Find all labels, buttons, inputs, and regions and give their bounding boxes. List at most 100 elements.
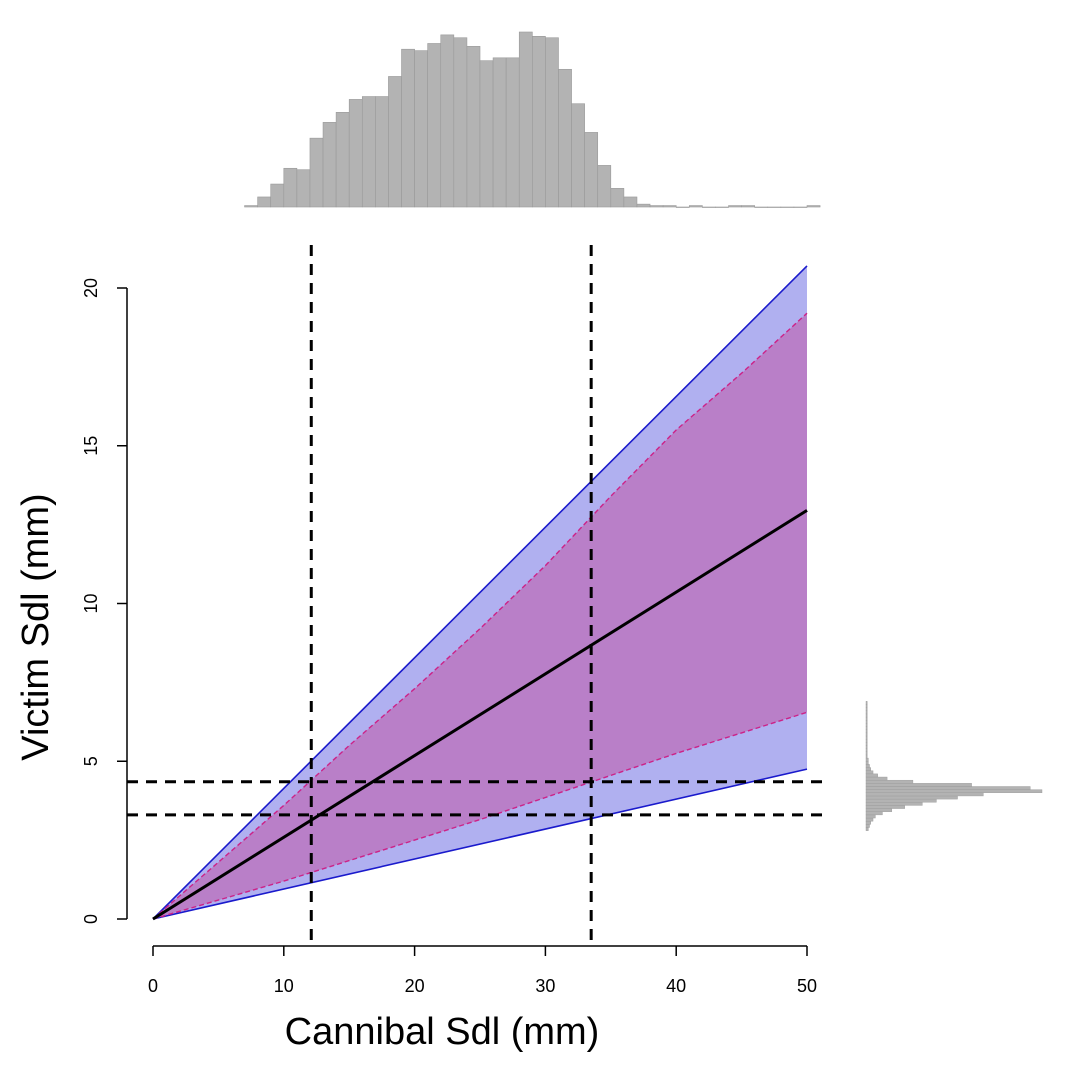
top-histogram-bar xyxy=(780,206,795,208)
right-histogram-bar xyxy=(865,745,868,749)
x-tick-label: 30 xyxy=(535,976,555,996)
y-tick-label: 5 xyxy=(81,756,101,766)
top-histogram xyxy=(244,31,821,208)
right-histogram-bar xyxy=(865,738,868,743)
x-tick-label: 10 xyxy=(274,976,294,996)
top-histogram-bar xyxy=(649,205,664,208)
right-histogram-bar xyxy=(865,805,905,809)
top-histogram-bar xyxy=(754,206,769,208)
top-histogram-bar xyxy=(518,31,533,208)
outer-band-lower-line xyxy=(152,768,808,920)
top-histogram-bar xyxy=(571,103,585,208)
right-histogram-bar xyxy=(865,792,984,797)
right-histogram-bar xyxy=(865,720,868,724)
right-histogram-bar xyxy=(865,751,868,756)
top-histogram-bar xyxy=(401,48,415,208)
right-histogram-bar xyxy=(865,726,868,730)
top-histogram-bar xyxy=(623,196,638,208)
right-histogram-bar xyxy=(865,808,893,812)
right-histogram-bar xyxy=(865,773,878,778)
right-histogram xyxy=(865,701,1043,831)
right-histogram-bar xyxy=(865,757,869,762)
x-axis-title: Cannibal Sdl (mm) xyxy=(285,1011,600,1053)
central-trend-line xyxy=(152,509,808,921)
right-histogram-bar xyxy=(865,761,869,765)
top-histogram-bar xyxy=(322,122,337,208)
top-histogram-bar xyxy=(715,206,729,208)
top-histogram-bar xyxy=(558,68,572,208)
right-histogram-bar xyxy=(865,824,870,828)
top-histogram-bar xyxy=(584,132,599,208)
right-histogram-bar xyxy=(865,814,876,819)
right-histogram-bar xyxy=(865,748,868,752)
y-tick-label: 20 xyxy=(81,278,101,298)
right-histogram-bar xyxy=(865,817,874,822)
top-histogram-bar xyxy=(453,37,468,208)
top-histogram-bar xyxy=(466,46,481,208)
top-histogram-bar xyxy=(806,205,821,208)
top-histogram-bar xyxy=(375,96,389,208)
top-histogram-bar xyxy=(688,205,703,208)
x-tick-label: 20 xyxy=(405,976,425,996)
top-histogram-bar xyxy=(662,205,677,208)
top-histogram-bar xyxy=(414,50,428,208)
y-tick-label: 15 xyxy=(81,436,101,456)
top-histogram-bar xyxy=(283,167,298,208)
right-histogram-bar xyxy=(865,779,914,784)
right-histogram-bar xyxy=(865,783,972,787)
top-histogram-bar xyxy=(427,43,442,208)
right-histogram-bar xyxy=(865,770,874,775)
top-histogram-bar xyxy=(335,112,350,208)
right-histogram-bar xyxy=(865,707,868,711)
x-tick-label: 0 xyxy=(148,976,158,996)
top-histogram-bar xyxy=(741,205,755,208)
right-histogram-bar xyxy=(865,729,868,734)
right-histogram-bar xyxy=(865,802,923,806)
x-tick-label: 50 xyxy=(797,976,817,996)
top-histogram-bar xyxy=(636,203,651,208)
top-histogram-bar xyxy=(361,96,376,208)
y-axis-title: Victim Sdl (mm) xyxy=(15,493,57,760)
right-histogram-bar xyxy=(865,735,868,740)
top-histogram-bar xyxy=(257,196,272,208)
axes: 0 10 20 30 40 50 0 5 10 15 20 xyxy=(81,278,817,996)
top-histogram-bar xyxy=(348,99,363,208)
right-histogram-bar xyxy=(865,704,868,708)
top-histogram-bar xyxy=(610,188,625,208)
top-histogram-bar xyxy=(702,206,716,208)
right-histogram-bar xyxy=(865,767,871,771)
right-histogram-bar xyxy=(865,732,868,737)
y-tick-label: 10 xyxy=(81,593,101,613)
inner-band-fill xyxy=(153,313,807,919)
inner-band-upper-line xyxy=(152,312,808,920)
top-histogram-bar xyxy=(492,57,507,208)
x-tick-label: 40 xyxy=(666,976,686,996)
top-histogram-bar xyxy=(597,165,612,208)
inner-band-lower-line xyxy=(152,711,808,920)
top-histogram-bar xyxy=(545,37,559,208)
right-histogram-bar xyxy=(865,786,1031,790)
top-histogram-bar xyxy=(309,137,324,208)
right-histogram-bar xyxy=(865,798,937,803)
right-histogram-bar xyxy=(865,701,868,705)
right-histogram-bar xyxy=(865,742,868,746)
right-histogram-bar xyxy=(865,789,1043,794)
top-histogram-bar xyxy=(479,60,494,208)
right-histogram-bar xyxy=(865,713,868,718)
top-histogram-bar xyxy=(728,205,742,208)
right-histogram-bar xyxy=(865,754,868,759)
top-histogram-bar xyxy=(270,183,285,208)
right-histogram-bar xyxy=(865,776,888,781)
right-histogram-bar xyxy=(865,723,868,727)
right-histogram-bar xyxy=(865,811,883,816)
top-histogram-bar xyxy=(793,206,808,208)
top-histogram-bar xyxy=(767,206,782,208)
outer-band-upper-line xyxy=(152,265,808,920)
top-histogram-bar xyxy=(532,36,546,208)
top-histogram-bar xyxy=(244,205,258,208)
right-histogram-bar xyxy=(865,820,871,825)
plot-area xyxy=(127,245,830,946)
right-histogram-bar xyxy=(865,710,868,715)
